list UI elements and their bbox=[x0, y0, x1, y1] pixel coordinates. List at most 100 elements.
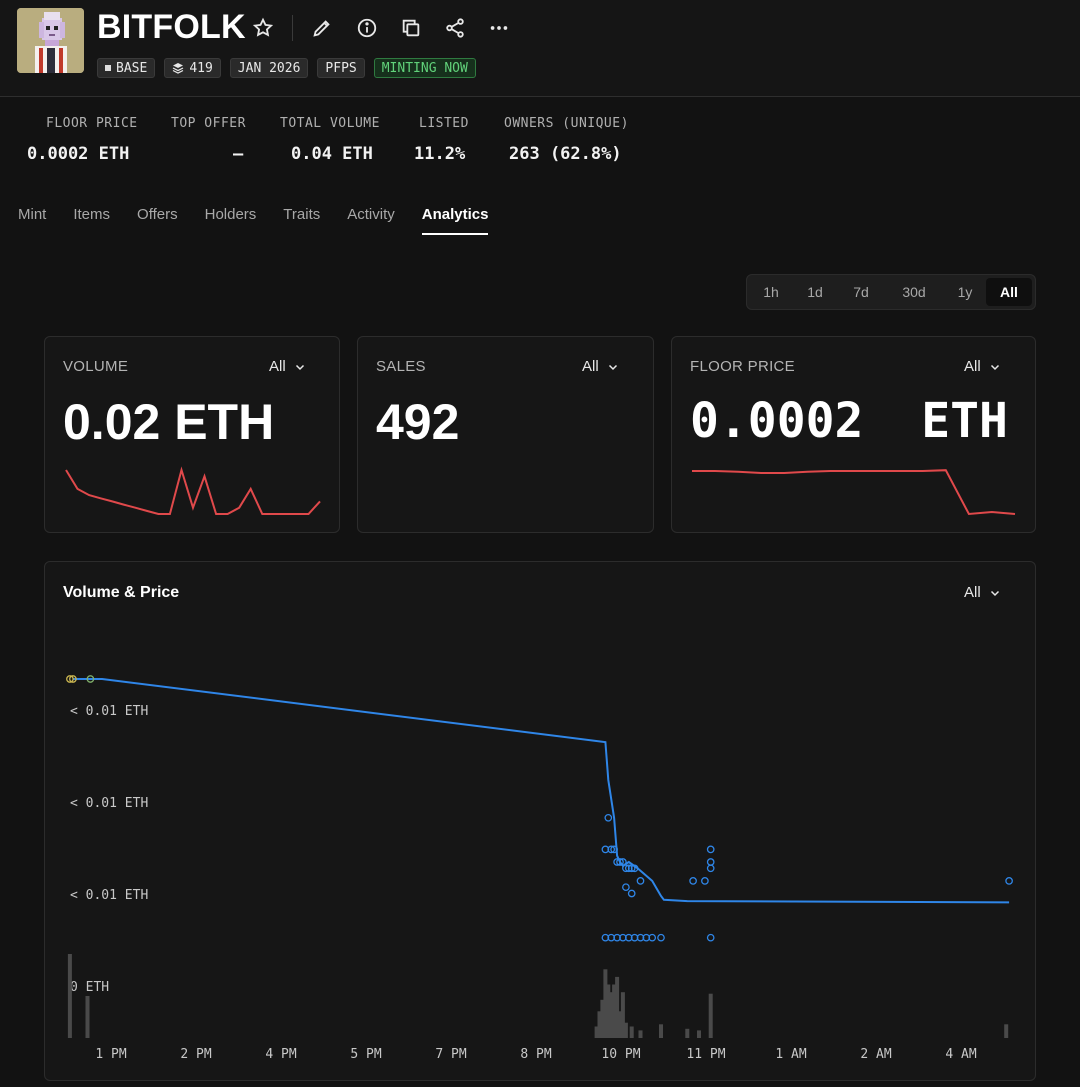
floor-sparkline bbox=[692, 469, 1016, 516]
more-icon[interactable] bbox=[487, 16, 511, 40]
volume-bar[interactable] bbox=[609, 992, 614, 1038]
volume-bar[interactable] bbox=[638, 1030, 643, 1038]
supply-tag[interactable]: 419 bbox=[164, 58, 221, 78]
volume-bar[interactable] bbox=[620, 992, 625, 1038]
category-tag[interactable]: PFPS bbox=[317, 58, 365, 78]
sale-point[interactable] bbox=[706, 933, 715, 942]
sale-point[interactable] bbox=[636, 877, 645, 885]
x-tick-label: 4 AM bbox=[945, 1047, 976, 1062]
y-tick-label: < 0.01 ETH bbox=[70, 888, 148, 903]
floor-value: 0.0002 ETH bbox=[690, 393, 1008, 449]
sale-point[interactable] bbox=[706, 845, 715, 854]
tab-analytics[interactable]: Analytics bbox=[421, 206, 489, 235]
y-axis: < 0.01 ETH < 0.01 ETH < 0.01 ETH 0 ETH bbox=[70, 704, 148, 995]
sale-point[interactable] bbox=[627, 864, 636, 873]
sales-card: SALES All 492 bbox=[357, 336, 654, 533]
collection-header: BITFOLK BASE 419 JAN 2026 PFPS MINTING N… bbox=[0, 0, 1080, 97]
sale-point[interactable] bbox=[616, 858, 624, 866]
sale-point[interactable] bbox=[657, 933, 665, 942]
range-1d[interactable]: 1d bbox=[807, 284, 823, 300]
floor-filter-dropdown[interactable]: All bbox=[964, 358, 1001, 375]
volume-bar[interactable] bbox=[1004, 1024, 1009, 1038]
sale-point[interactable] bbox=[627, 889, 636, 898]
volume-bar[interactable] bbox=[623, 1022, 628, 1038]
stat-volume-label: TOTAL VOLUME bbox=[280, 116, 380, 131]
tab-items[interactable]: Items bbox=[73, 206, 111, 223]
sale-point[interactable] bbox=[619, 858, 627, 866]
range-1h[interactable]: 1h bbox=[763, 284, 779, 300]
sale-point[interactable] bbox=[689, 877, 697, 885]
tab-offers[interactable]: Offers bbox=[137, 206, 178, 223]
collection-tabs: Mint Items Offers Holders Traits Activit… bbox=[18, 206, 515, 235]
volume-bar[interactable] bbox=[629, 1026, 634, 1039]
volume-bar[interactable] bbox=[600, 999, 605, 1038]
sale-point[interactable] bbox=[701, 877, 709, 885]
volume-price-chart: < 0.01 ETH < 0.01 ETH < 0.01 ETH 0 ETH 1 PM… bbox=[66, 675, 1013, 1062]
volume-card-label: VOLUME bbox=[63, 358, 129, 375]
sale-point[interactable] bbox=[86, 675, 95, 683]
volume-bar[interactable] bbox=[615, 976, 620, 1038]
stat-listed-label: LISTED bbox=[419, 116, 469, 131]
stat-listed-value: 11.2% bbox=[414, 144, 466, 164]
chart-filter-dropdown[interactable]: All bbox=[964, 584, 1001, 601]
x-tick-label: 2 PM bbox=[180, 1047, 211, 1062]
sale-point[interactable] bbox=[66, 675, 74, 683]
sale-point[interactable] bbox=[1005, 877, 1013, 885]
sale-point[interactable] bbox=[706, 864, 715, 873]
sales-card-label: SALES bbox=[376, 358, 426, 375]
volume-bar[interactable] bbox=[685, 1028, 690, 1038]
date-tag: JAN 2026 bbox=[229, 58, 309, 78]
sales-scatter bbox=[66, 675, 1013, 942]
sale-point[interactable] bbox=[630, 864, 639, 873]
tab-activity[interactable]: Activity bbox=[347, 206, 395, 223]
volume-bar[interactable] bbox=[85, 996, 90, 1038]
info-icon[interactable] bbox=[355, 16, 379, 40]
range-30d[interactable]: 30d bbox=[902, 284, 926, 300]
sales-filter-dropdown[interactable]: All bbox=[582, 358, 619, 375]
minting-status-badge[interactable]: MINTING NOW bbox=[373, 58, 476, 78]
pencil-icon[interactable] bbox=[310, 16, 334, 40]
chart-title: Volume & Price bbox=[63, 584, 180, 601]
x-tick-label: 5 PM bbox=[350, 1047, 381, 1062]
volume-price-chart-card: Volume & Price All < 0.01 ETH < 0.01 ETH <… bbox=[44, 561, 1036, 1081]
sale-point[interactable] bbox=[610, 845, 618, 854]
header-divider bbox=[292, 15, 293, 41]
share-icon[interactable] bbox=[443, 16, 467, 40]
x-tick-label: 7 PM bbox=[435, 1047, 466, 1062]
sale-point[interactable] bbox=[607, 845, 616, 854]
range-7d[interactable]: 7d bbox=[853, 284, 869, 300]
volume-bar[interactable] bbox=[659, 1024, 663, 1038]
chevron-down-icon bbox=[990, 590, 999, 596]
volume-bar[interactable] bbox=[603, 969, 608, 1038]
volume-bar[interactable] bbox=[612, 984, 617, 1039]
volume-bar[interactable] bbox=[618, 1011, 622, 1038]
volume-bar[interactable] bbox=[67, 954, 72, 1038]
sale-point[interactable] bbox=[622, 883, 630, 892]
sale-point[interactable] bbox=[69, 675, 77, 683]
star-icon[interactable] bbox=[251, 16, 275, 40]
stat-top-offer-label: TOP OFFER bbox=[171, 116, 246, 131]
sale-point[interactable] bbox=[648, 933, 657, 942]
volume-filter-dropdown[interactable]: All bbox=[269, 358, 306, 375]
volume-bar[interactable] bbox=[597, 1011, 602, 1038]
sale-point[interactable] bbox=[706, 858, 715, 866]
chain-square-icon bbox=[105, 65, 111, 71]
tab-mint[interactable]: Mint bbox=[18, 206, 47, 223]
y-tick-label: 0 ETH bbox=[70, 980, 109, 995]
copy-icon[interactable] bbox=[399, 16, 423, 40]
volume-bar[interactable] bbox=[708, 993, 713, 1038]
volume-bar[interactable] bbox=[606, 984, 611, 1039]
range-1y[interactable]: 1y bbox=[957, 284, 973, 300]
range-all[interactable]: All bbox=[986, 278, 1032, 306]
x-tick-label: 4 PM bbox=[265, 1047, 296, 1062]
volume-bar[interactable] bbox=[697, 1030, 701, 1038]
floor-price-line[interactable] bbox=[72, 678, 1010, 904]
tab-holders[interactable]: Holders bbox=[204, 206, 257, 223]
volume-bar[interactable] bbox=[594, 1026, 599, 1039]
x-tick-label: 1 AM bbox=[775, 1047, 806, 1062]
layers-icon bbox=[173, 63, 184, 74]
tab-traits[interactable]: Traits bbox=[283, 206, 321, 223]
collection-tags: BASE 419 JAN 2026 PFPS MINTING NOW bbox=[97, 58, 476, 78]
chain-tag[interactable]: BASE bbox=[97, 58, 156, 78]
sale-point[interactable] bbox=[604, 813, 613, 822]
